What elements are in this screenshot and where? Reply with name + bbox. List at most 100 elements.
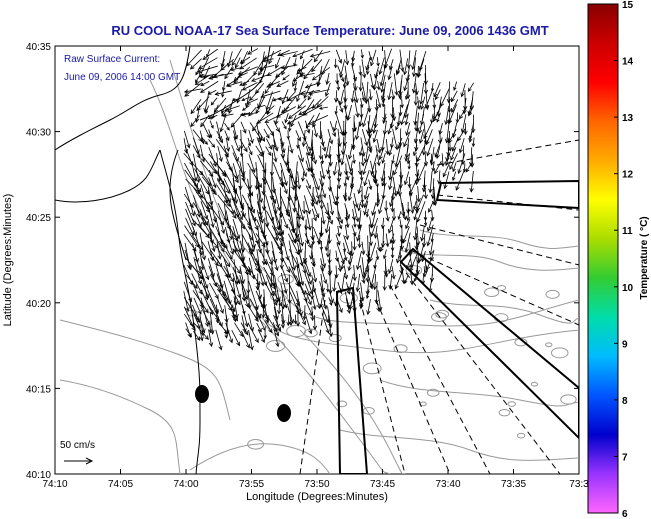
- current-vector: [391, 89, 396, 100]
- current-vector: [416, 194, 424, 212]
- current-vector: [419, 83, 425, 106]
- current-vector: [324, 217, 330, 234]
- current-vector: [436, 113, 441, 123]
- current-vector: [426, 138, 434, 157]
- current-vector: [299, 89, 321, 96]
- current-vector: [388, 273, 393, 290]
- coverage-radial: [389, 284, 491, 474]
- current-vector: [394, 272, 403, 290]
- current-vector: [352, 265, 357, 282]
- current-vector: [266, 66, 283, 77]
- current-vector: [264, 304, 270, 324]
- current-vector: [350, 282, 356, 297]
- current-vector: [274, 57, 281, 69]
- current-vector: [311, 144, 318, 165]
- current-vector: [223, 296, 239, 322]
- current-vector: [238, 170, 243, 191]
- current-vector: [344, 65, 350, 86]
- depth-contour: [545, 289, 560, 299]
- current-vector: [327, 210, 334, 225]
- current-vector: [307, 89, 330, 96]
- current-vector: [185, 217, 194, 236]
- current-vector: [302, 305, 307, 321]
- current-vector: [272, 139, 277, 149]
- coverage-radial: [436, 194, 579, 211]
- current-vector: [351, 137, 356, 149]
- current-vector: [380, 88, 385, 101]
- coastline-segment: [55, 46, 191, 151]
- current-vector: [395, 120, 400, 131]
- current-vector: [433, 82, 441, 98]
- current-vector: [396, 185, 401, 195]
- current-vector: [435, 89, 441, 101]
- current-vector: [380, 74, 386, 93]
- annotation-line-2: June 09, 2006 14:00 GMT: [64, 72, 180, 83]
- current-vector: [388, 170, 394, 191]
- current-vector: [377, 290, 383, 312]
- current-vector: [440, 88, 450, 107]
- current-vector: [347, 256, 353, 272]
- depth-contour: [328, 334, 342, 343]
- current-vector: [336, 243, 345, 265]
- current-vector: [376, 192, 381, 204]
- current-vector: [196, 96, 210, 111]
- current-vector: [382, 275, 387, 291]
- current-vector: [216, 153, 222, 183]
- current-vector: [452, 162, 457, 173]
- coverage-radial: [399, 264, 561, 474]
- current-vector: [248, 154, 256, 174]
- current-vector: [225, 251, 241, 275]
- current-vector: [444, 105, 450, 126]
- current-vector: [311, 208, 318, 222]
- colorbar-tick-label: 13: [622, 113, 634, 124]
- current-vector: [275, 106, 296, 118]
- current-vector: [247, 137, 252, 147]
- current-vector: [387, 122, 393, 135]
- y-tick-label: 40:20: [26, 299, 51, 310]
- current-vector: [334, 90, 339, 103]
- current-vector: [362, 105, 370, 128]
- current-vector: [329, 121, 337, 138]
- current-vector: [200, 257, 210, 281]
- current-vector: [405, 122, 411, 137]
- current-vector: [352, 154, 356, 164]
- current-vector: [455, 170, 465, 191]
- current-vector: [340, 272, 346, 293]
- current-vector: [237, 72, 248, 78]
- current-vector: [202, 48, 218, 60]
- current-vector: [296, 80, 305, 103]
- colorbar-tick-label: 15: [622, 0, 634, 11]
- current-vector: [305, 290, 312, 306]
- current-vector: [316, 74, 323, 87]
- current-vector: [225, 233, 235, 256]
- current-vector: [233, 66, 251, 82]
- current-vector: [288, 138, 294, 154]
- current-vector: [312, 120, 318, 138]
- current-vector: [207, 89, 217, 95]
- current-vector: [241, 330, 250, 349]
- current-vector: [247, 322, 259, 344]
- current-vector: [353, 218, 357, 228]
- current-vector: [434, 137, 443, 158]
- current-vector: [190, 115, 200, 128]
- current-vector: [184, 186, 196, 217]
- current-vector: [312, 315, 318, 331]
- current-vector: [355, 273, 361, 293]
- current-vector: [363, 256, 371, 277]
- current-vector: [297, 249, 307, 275]
- current-vector: [316, 96, 329, 108]
- current-vector: [361, 128, 369, 147]
- current-vector: [370, 49, 377, 67]
- current-vector: [369, 265, 377, 288]
- current-vector: [457, 153, 466, 175]
- current-vector: [353, 97, 360, 118]
- current-vector: [295, 192, 305, 221]
- current-vector: [312, 266, 318, 283]
- current-vector: [413, 91, 419, 106]
- current-vector: [301, 130, 307, 148]
- current-vector: [271, 176, 277, 194]
- current-vector: [233, 138, 241, 152]
- coastline-segment: [169, 149, 187, 261]
- current-vector: [286, 130, 290, 140]
- current-vector: [312, 177, 320, 200]
